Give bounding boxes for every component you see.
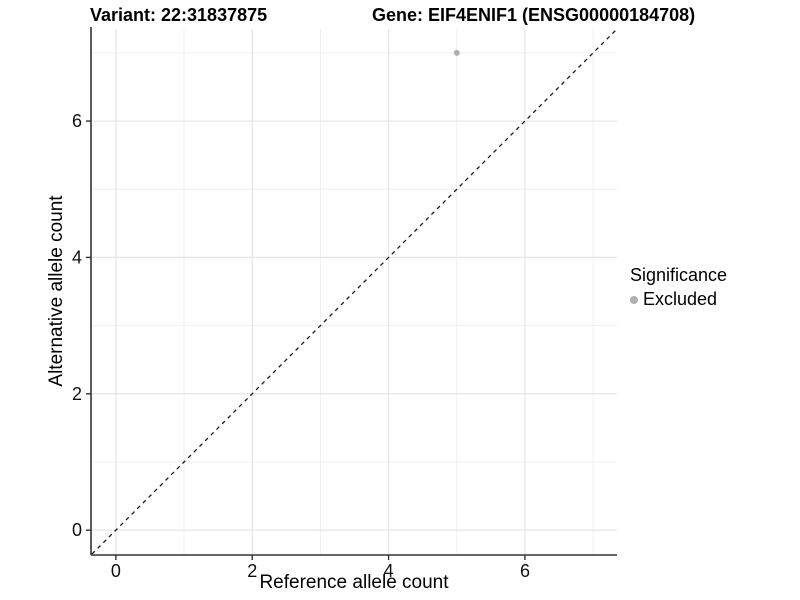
legend-item-label: Excluded <box>643 289 718 309</box>
legend-title: Significance <box>630 265 728 285</box>
y-tick-label: 4 <box>72 247 82 267</box>
legend: Significance Excluded <box>630 265 727 310</box>
y-tick-label: 6 <box>72 111 82 131</box>
x-tick-label: 6 <box>520 561 530 581</box>
x-axis-title: Reference allele count <box>259 572 449 593</box>
legend-item-excluded: Excluded <box>630 289 727 310</box>
x-tick-label: 2 <box>247 561 257 581</box>
plot-title-gene: Gene: EIF4ENIF1 (ENSG00000184708) <box>372 5 696 25</box>
x-tick-label: 0 <box>111 561 121 581</box>
plot-title-variant: Variant: 22:31837875 <box>90 5 268 25</box>
y-tick-label: 2 <box>72 384 82 404</box>
x-tick-label: 4 <box>384 561 394 581</box>
y-axis-title: Alternative allele count <box>46 195 67 387</box>
data-point <box>453 49 460 56</box>
identity-reference-line <box>91 28 618 555</box>
y-tick-label: 0 <box>72 520 82 540</box>
legend-point-swatch-icon <box>630 295 638 304</box>
